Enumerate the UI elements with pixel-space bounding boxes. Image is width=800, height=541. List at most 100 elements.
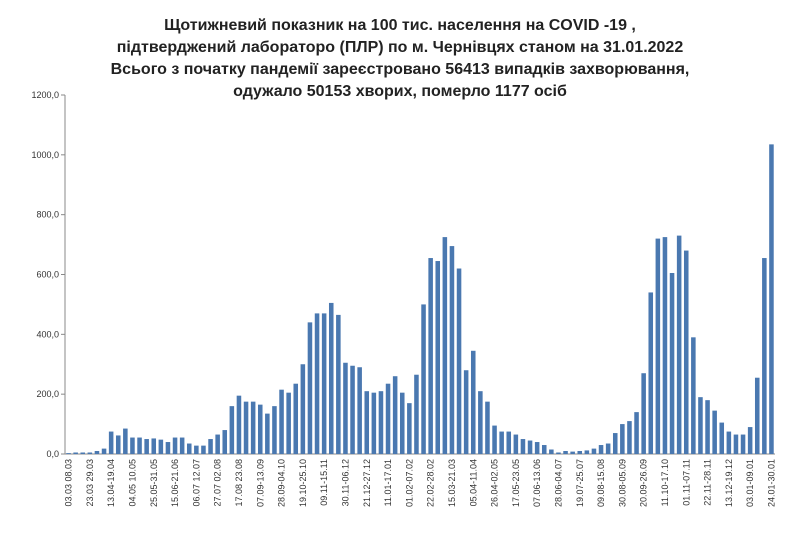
bar bbox=[101, 448, 107, 454]
x-tick-label: 28.09-04.10 bbox=[277, 459, 287, 507]
bar bbox=[634, 412, 639, 454]
y-tick-label: 1200,0 bbox=[31, 90, 59, 100]
bar bbox=[541, 445, 547, 454]
x-tick-label: 03.03 08.03 bbox=[64, 459, 74, 507]
bar bbox=[478, 391, 483, 454]
y-tick-label: 800,0 bbox=[36, 210, 59, 220]
bar bbox=[747, 427, 753, 454]
x-tick-label: 22.02-28.02 bbox=[426, 459, 436, 507]
x-tick-label: 17.05-23.05 bbox=[511, 459, 521, 507]
bar bbox=[378, 391, 384, 454]
bar bbox=[470, 350, 476, 454]
bar bbox=[655, 238, 661, 454]
bar bbox=[115, 435, 121, 454]
x-tick-label: 11.01-17.01 bbox=[383, 459, 393, 506]
y-tick-label: 400,0 bbox=[36, 329, 59, 339]
bar bbox=[250, 401, 256, 454]
bar bbox=[612, 433, 618, 454]
bar bbox=[591, 448, 597, 454]
x-tick-label: 09.08-15.08 bbox=[596, 459, 606, 507]
x-tick-label: 09.11-15.11 bbox=[319, 459, 329, 506]
bar bbox=[328, 302, 334, 454]
bar bbox=[314, 313, 320, 454]
bar bbox=[669, 273, 675, 454]
x-tick-label: 20.09-26.09 bbox=[639, 459, 649, 507]
x-tick-label: 22.11-28.11 bbox=[703, 459, 713, 506]
x-tick-label: 26.04-02.05 bbox=[490, 459, 500, 507]
x-tick-label: 19.07-25.07 bbox=[575, 459, 585, 507]
bar bbox=[229, 406, 235, 454]
bar bbox=[123, 428, 128, 454]
x-tick-label: 13.04-19.04 bbox=[106, 459, 116, 507]
bar bbox=[350, 365, 355, 454]
bar bbox=[620, 424, 625, 454]
bar bbox=[257, 404, 263, 454]
bar bbox=[108, 431, 114, 454]
bar bbox=[683, 250, 689, 454]
chart-title: Всього з початку пандемії зареєстровано … bbox=[111, 61, 690, 78]
x-tick-label: 15.03-21.03 bbox=[447, 459, 457, 507]
y-tick-label: 200,0 bbox=[36, 389, 59, 399]
bar bbox=[499, 431, 504, 454]
bar bbox=[66, 453, 71, 454]
bar bbox=[769, 144, 774, 455]
bar bbox=[762, 258, 767, 454]
bar bbox=[392, 376, 398, 454]
bar bbox=[570, 451, 575, 454]
bar bbox=[385, 383, 391, 454]
bar bbox=[577, 451, 583, 454]
bar bbox=[186, 443, 192, 454]
bar bbox=[726, 431, 732, 454]
bar bbox=[563, 451, 568, 454]
bar bbox=[151, 438, 157, 454]
bar bbox=[435, 261, 441, 454]
chart-title: одужало 50153 хворих, померло 1177 осіб bbox=[233, 83, 567, 100]
bar bbox=[598, 445, 604, 454]
x-tick-label: 03.01-09.01 bbox=[745, 459, 755, 507]
bar bbox=[165, 442, 171, 454]
bar bbox=[172, 437, 178, 454]
bar bbox=[421, 304, 426, 454]
x-tick-label: 19.10-25.10 bbox=[298, 459, 308, 507]
bar bbox=[691, 337, 696, 454]
bar bbox=[272, 406, 277, 454]
x-tick-label: 06.07 12.07 bbox=[191, 459, 201, 507]
bar bbox=[449, 246, 455, 454]
bar bbox=[279, 389, 284, 454]
bar bbox=[605, 443, 611, 454]
bar bbox=[201, 445, 206, 454]
bar bbox=[94, 451, 100, 454]
bar bbox=[407, 403, 412, 454]
bar bbox=[179, 437, 185, 454]
x-tick-label: 07.06-13.06 bbox=[532, 459, 542, 507]
bar bbox=[236, 395, 242, 454]
x-tick-label: 15.06-21.06 bbox=[170, 459, 180, 507]
bar bbox=[307, 322, 313, 454]
x-tick-label: 23.03 29.03 bbox=[85, 459, 95, 507]
x-tick-label: 04.05 10.05 bbox=[127, 459, 137, 507]
bar bbox=[208, 439, 213, 454]
bar bbox=[87, 452, 93, 454]
bar bbox=[513, 434, 519, 454]
x-tick-label: 13.12-19.12 bbox=[724, 459, 734, 507]
bar bbox=[414, 374, 419, 454]
x-tick-label: 07.09-13.09 bbox=[255, 459, 265, 507]
x-tick-label: 17.08 23.08 bbox=[234, 459, 244, 507]
bar bbox=[719, 422, 725, 454]
bar bbox=[222, 430, 228, 454]
chart-title: підтверджений лабораторо (ПЛР) по м. Чер… bbox=[117, 39, 684, 56]
bar bbox=[506, 431, 512, 454]
bar bbox=[641, 373, 646, 454]
x-tick-label: 30.08-05.09 bbox=[617, 459, 627, 507]
x-tick-label: 11.10-17.10 bbox=[660, 459, 670, 506]
bar bbox=[194, 445, 199, 454]
x-tick-label: 28.06-04.07 bbox=[553, 459, 563, 507]
bar bbox=[463, 370, 469, 454]
bar bbox=[80, 452, 86, 454]
bar bbox=[343, 362, 348, 454]
bar bbox=[676, 235, 682, 454]
x-tick-label: 30.11-06.12 bbox=[340, 459, 350, 506]
bar bbox=[321, 313, 327, 454]
bar bbox=[740, 434, 746, 454]
chart-title: Щотижневий показник на 100 тис. населенн… bbox=[164, 17, 636, 34]
